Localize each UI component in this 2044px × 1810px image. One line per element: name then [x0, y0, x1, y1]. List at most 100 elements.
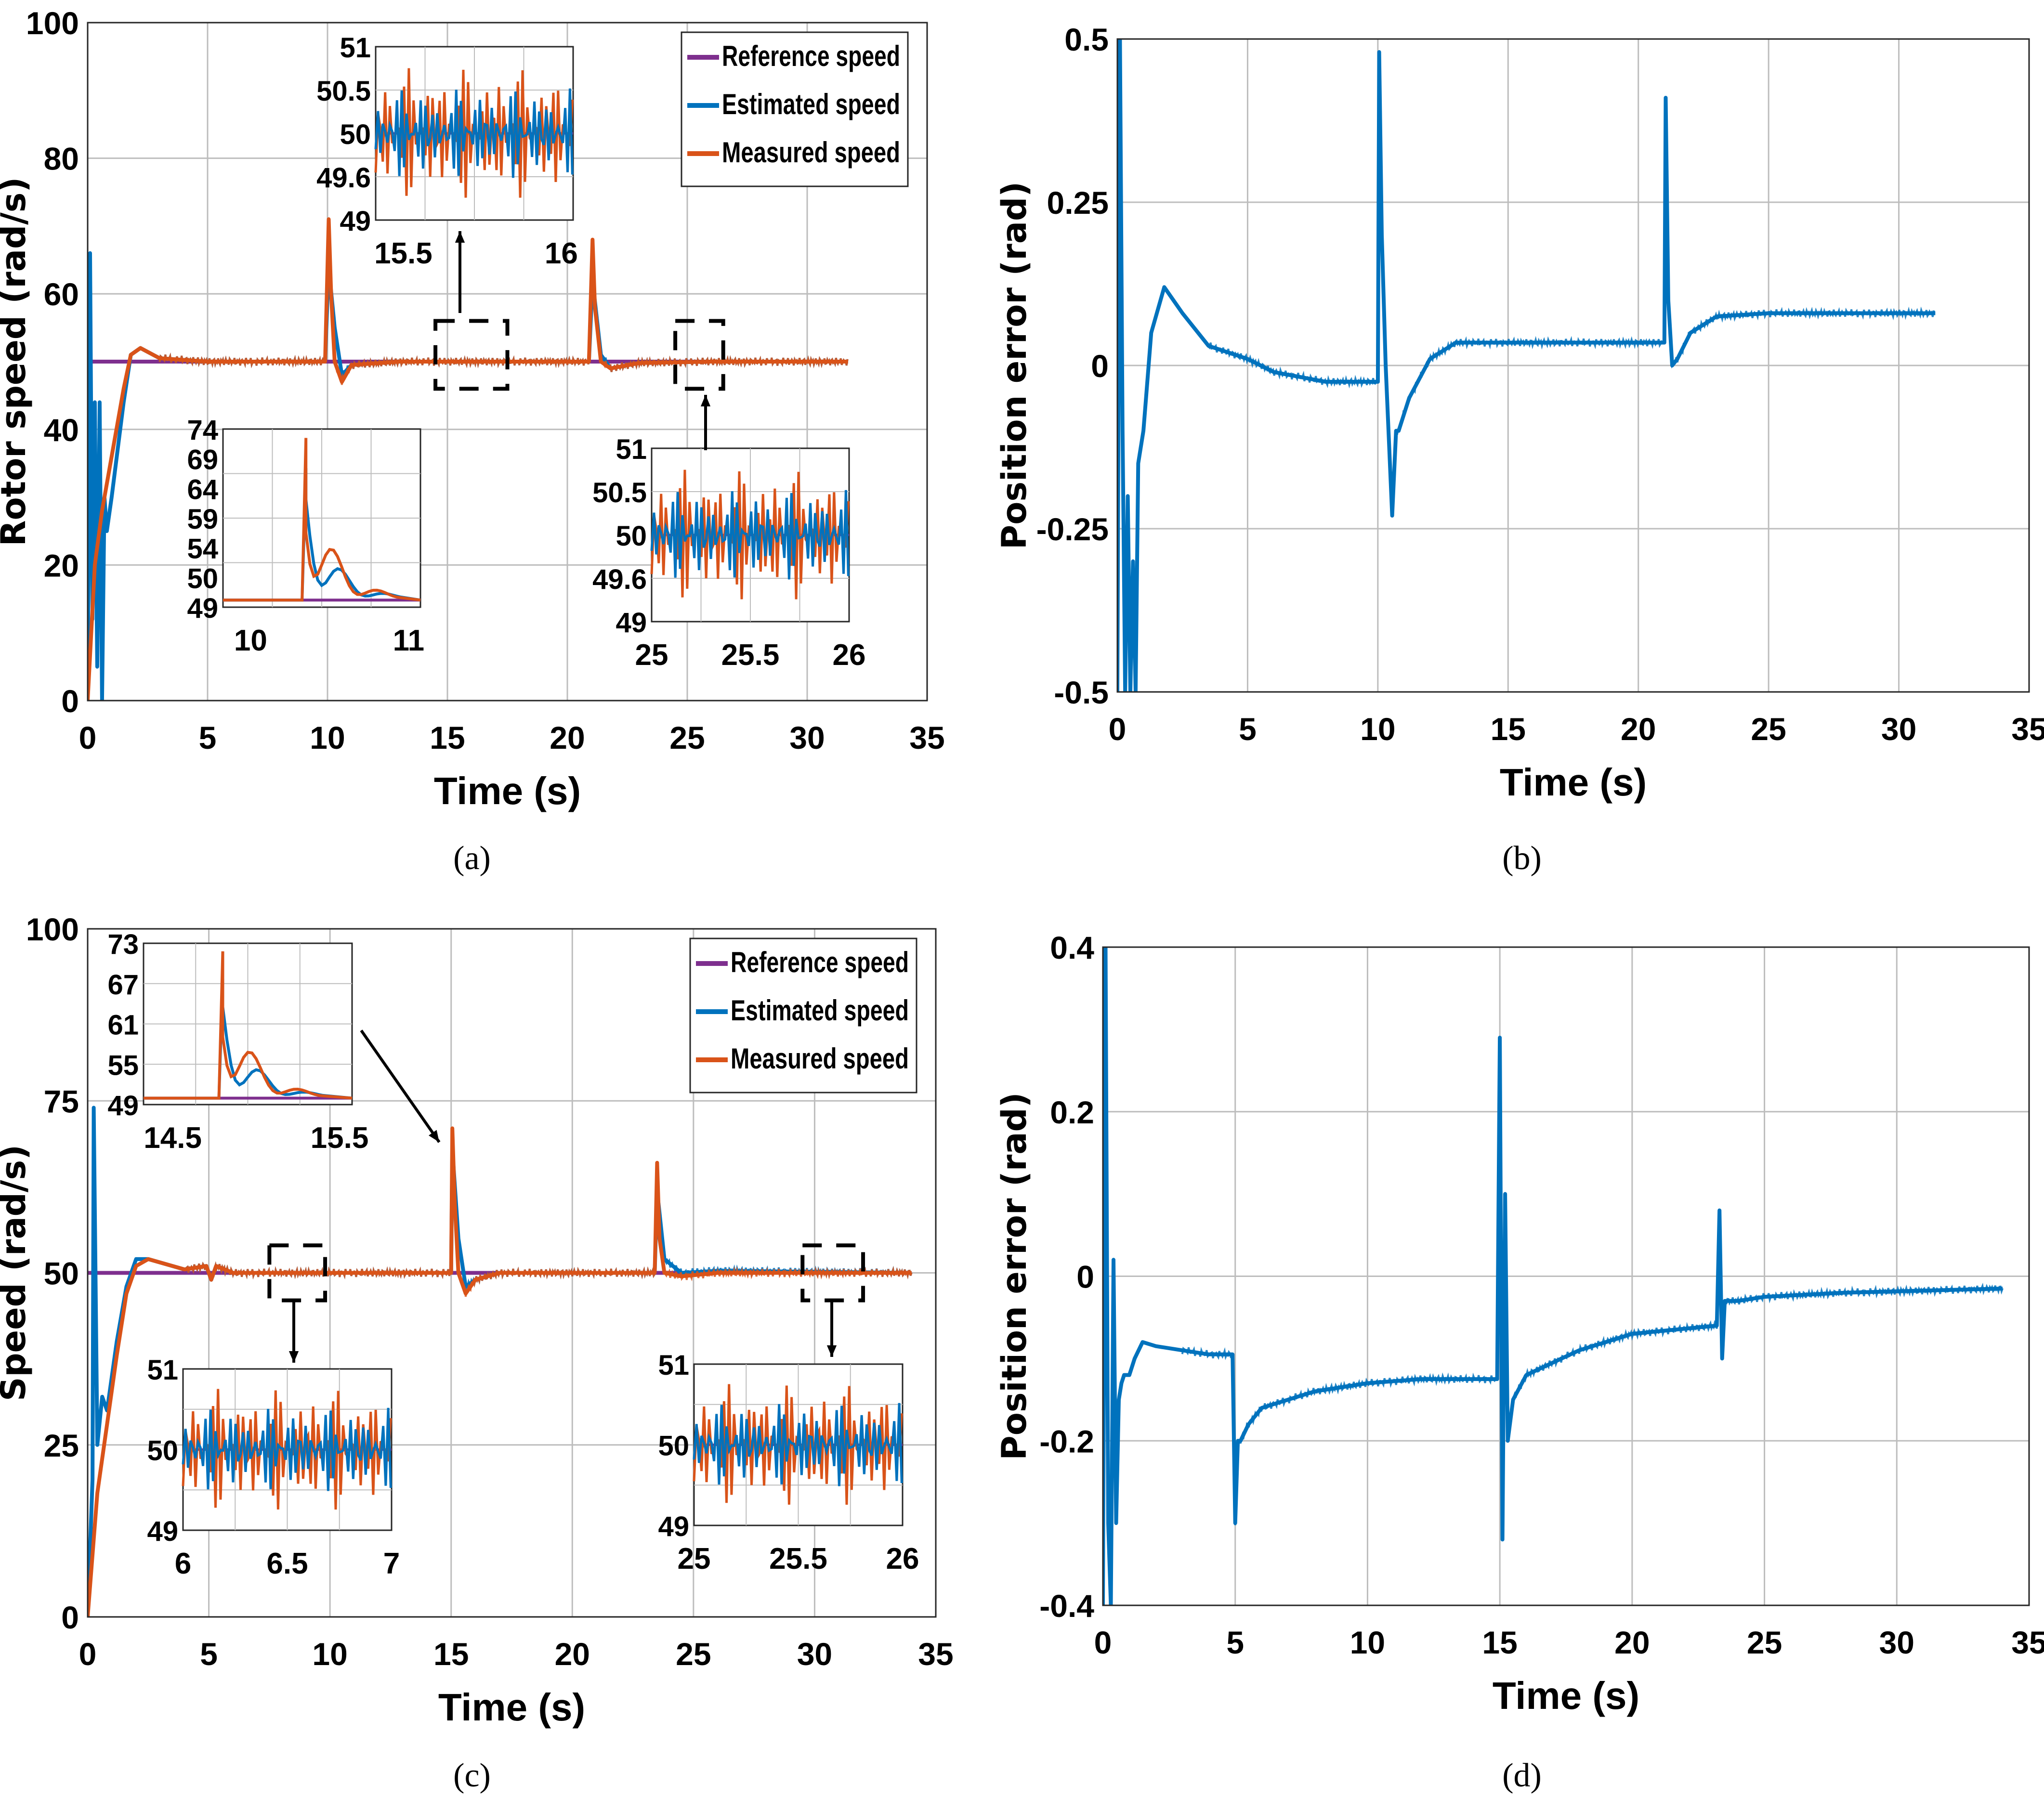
inset-y-tick-label: 50.5 [592, 477, 647, 508]
inset-x-tick-label: 25 [678, 1542, 711, 1576]
inset-x-tick-label: 14.5 [144, 1121, 202, 1155]
x-axis-label: Time (s) [438, 1686, 585, 1729]
legend: Reference speed Estimated speed Measured s… [681, 31, 909, 187]
y-axis-label: Speed (rad/s) [0, 1145, 33, 1401]
x-tick-label: 20 [1614, 1625, 1650, 1660]
x-tick-label: 5 [199, 720, 217, 755]
inset-x-tick-label: 26 [833, 638, 866, 672]
panel-c: 0 5 10 15 20 25 30 35 0 25 50 75 100 Time (s) Speed (r… [0, 912, 954, 1794]
inset-y-tick-label: 74 [187, 415, 218, 446]
zoom-arrow [360, 1029, 441, 1143]
x-tick-label: 35 [2011, 1625, 2044, 1660]
inset-y-tick-label: 50 [187, 563, 218, 594]
y-tick-label: -0.4 [1039, 1588, 1094, 1624]
inset-trace [650, 490, 850, 580]
inset-y-tick-label: 69 [187, 444, 218, 476]
y-tick-label: 0.5 [1064, 22, 1109, 57]
y-tick-label: 80 [44, 141, 79, 177]
inset-y-tick-label: 50.5 [316, 76, 371, 107]
zoom-marker [673, 319, 725, 391]
inset-trace [374, 88, 574, 178]
x-tick-label: 10 [1350, 1625, 1385, 1660]
inset-y-tick-label: 49.6 [316, 162, 371, 194]
x-axis-label: Time (s) [1493, 1674, 1639, 1717]
axes-frame [1102, 946, 2030, 1606]
x-tick-label: 20 [555, 1636, 590, 1672]
y-tick-label: 60 [44, 276, 79, 312]
x-tick-label: 30 [797, 1636, 832, 1672]
zoom-arrow-head [455, 231, 465, 243]
x-axis-label: Time (s) [1500, 761, 1647, 804]
x-tick-label: 25 [1751, 711, 1786, 747]
legend-entry: Reference speed [722, 40, 900, 72]
inset-bottom-left: 51 50 496 6.5 7 [147, 1354, 400, 1580]
zoom-arrow-head [826, 1345, 837, 1357]
inset-x-tick-label: 10 [234, 624, 267, 657]
panel-caption: (b) [1502, 840, 1542, 877]
y-tick-label: 25 [44, 1428, 79, 1463]
y-tick-label: 0 [61, 683, 79, 719]
x-tick-label: 30 [789, 720, 825, 755]
y-tick-label: 0 [61, 1600, 79, 1635]
y-tick-label: -0.25 [1036, 511, 1109, 547]
y-tick-label: -0.2 [1039, 1423, 1094, 1459]
y-tick-label: 0 [1076, 1259, 1094, 1295]
zoom-marker [433, 319, 510, 391]
legend-entry: Measured speed [722, 136, 900, 169]
inset-trace [144, 951, 353, 1100]
y-tick-label: -0.5 [1054, 675, 1109, 710]
zoom-arrow-head [428, 1130, 439, 1142]
zoom-marker [267, 1243, 328, 1302]
inset-y-tick-label: 64 [187, 474, 218, 505]
x-tick-label: 15 [430, 720, 465, 755]
series-group [88, 217, 849, 701]
inset-y-tick-label: 59 [187, 504, 218, 535]
x-tick-label: 10 [312, 1636, 347, 1672]
x-tick-label: 25 [669, 720, 705, 755]
inset-y-tick-label: 54 [187, 534, 218, 565]
inset-y-tick-label: 49.6 [592, 564, 647, 595]
legend-entry: Estimated speed [731, 994, 909, 1027]
y-tick-label: 100 [26, 5, 79, 41]
panel-caption: (c) [453, 1757, 491, 1794]
legend-box [681, 31, 909, 187]
series-measured-speed-noise [158, 230, 849, 385]
inset-y-tick-label: 49 [107, 1090, 139, 1121]
inset-y-tick-label: 49 [187, 593, 218, 624]
inset-x-tick-label: 15.5 [311, 1121, 369, 1155]
x-tick-label: 0 [1109, 711, 1127, 747]
x-tick-label: 5 [200, 1636, 218, 1672]
axes-frame [87, 22, 928, 702]
legend-entry: Measured speed [731, 1042, 909, 1075]
inset-y-tick-label: 50 [147, 1435, 178, 1467]
y-tick-label: 50 [44, 1256, 79, 1291]
x-tick-label: 15 [433, 1636, 469, 1672]
legend: Reference speed Estimated speed Measured s… [689, 938, 917, 1094]
inset-x-tick-label: 7 [383, 1547, 400, 1580]
series-measured-speed-noise [184, 1150, 913, 1297]
axes-frame [87, 928, 937, 1618]
inset-trace [182, 1407, 392, 1491]
x-tick-label: 5 [1239, 711, 1257, 747]
inset-x-tick-label: 6.5 [266, 1547, 308, 1580]
inset-x-tick-label: 16 [545, 237, 578, 270]
inset-x-tick-label: 6 [175, 1547, 191, 1580]
x-tick-label: 25 [676, 1636, 711, 1672]
y-tick-label: 0.4 [1050, 930, 1094, 965]
inset-trace [223, 438, 421, 602]
legend-box [689, 938, 917, 1094]
inset-x-tick-label: 11 [393, 624, 425, 657]
inset-y-tick-label: 51 [616, 434, 647, 465]
x-tick-label: 35 [909, 720, 944, 755]
x-tick-label: 0 [79, 720, 97, 755]
inset-x-tick-label: 25.5 [721, 638, 780, 672]
inset-y-tick-label: 49 [658, 1511, 689, 1542]
inset-y-tick-label: 49 [147, 1516, 178, 1547]
y-tick-label: 75 [44, 1083, 79, 1119]
inset-y-tick-label: 50 [340, 119, 371, 150]
